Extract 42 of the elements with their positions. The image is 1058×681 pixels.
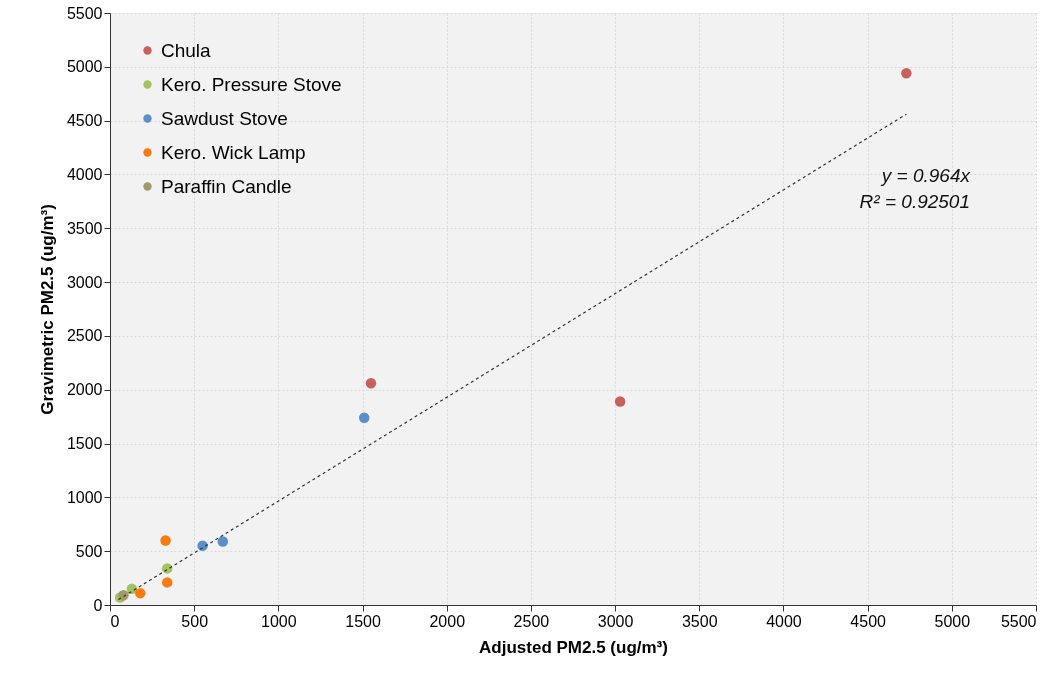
point [118,590,129,601]
x-tick-label: 2500 [513,612,550,630]
point [358,412,370,423]
point [135,587,146,599]
x-tick-label: 5500 [1000,612,1037,630]
y-tick-label: 2000 [66,381,103,399]
point [365,378,377,389]
y-tick-label: 1000 [66,488,103,506]
y-tick-label: 3000 [66,273,103,291]
x-tick-label: 1000 [261,612,297,630]
y-tick-label: 0 [93,596,103,614]
legend-label: Paraffin Candle [161,175,292,197]
annotation: R² = 0.92501 [859,191,970,212]
y-tick-label: 2500 [66,327,103,345]
x-tick-label: 4500 [850,612,887,630]
x-tick-label: 2000 [429,612,466,630]
y-tick-label: 4000 [66,165,103,183]
annotation: y = 0.964x [879,165,972,186]
x-tick-label: 3000 [597,612,634,630]
point [160,535,171,546]
y-tick-label: 1500 [66,435,103,453]
x-tick-label: 4000 [766,612,802,630]
x-tick-label: 1500 [345,612,381,630]
y-tick-label: 4500 [66,112,103,130]
x-tick-label: 5000 [934,612,971,630]
y-tick-label: 3500 [66,219,103,237]
point [162,577,173,588]
legend-label: Sawdust Stove [161,107,288,129]
legend-label: Chula [161,39,212,61]
point [217,536,229,547]
y-tick-label: 5000 [66,58,103,76]
y-axis-title: Gravimetric PM2.5 (ug/m³) [37,204,57,415]
legend-label: Kero. Pressure Stove [161,73,342,95]
point [901,68,912,79]
legend-label: Kero. Wick Lamp [161,141,306,163]
point [614,396,626,407]
x-tick-label: 3500 [681,612,718,630]
x-tick-label: 500 [181,612,209,630]
x-tick-label: 0 [110,612,120,630]
x-axis-title: Adjusted PM2.5 (ug/m³) [479,637,668,657]
y-tick-label: 5500 [66,4,103,22]
y-tick-label: 500 [75,542,103,560]
